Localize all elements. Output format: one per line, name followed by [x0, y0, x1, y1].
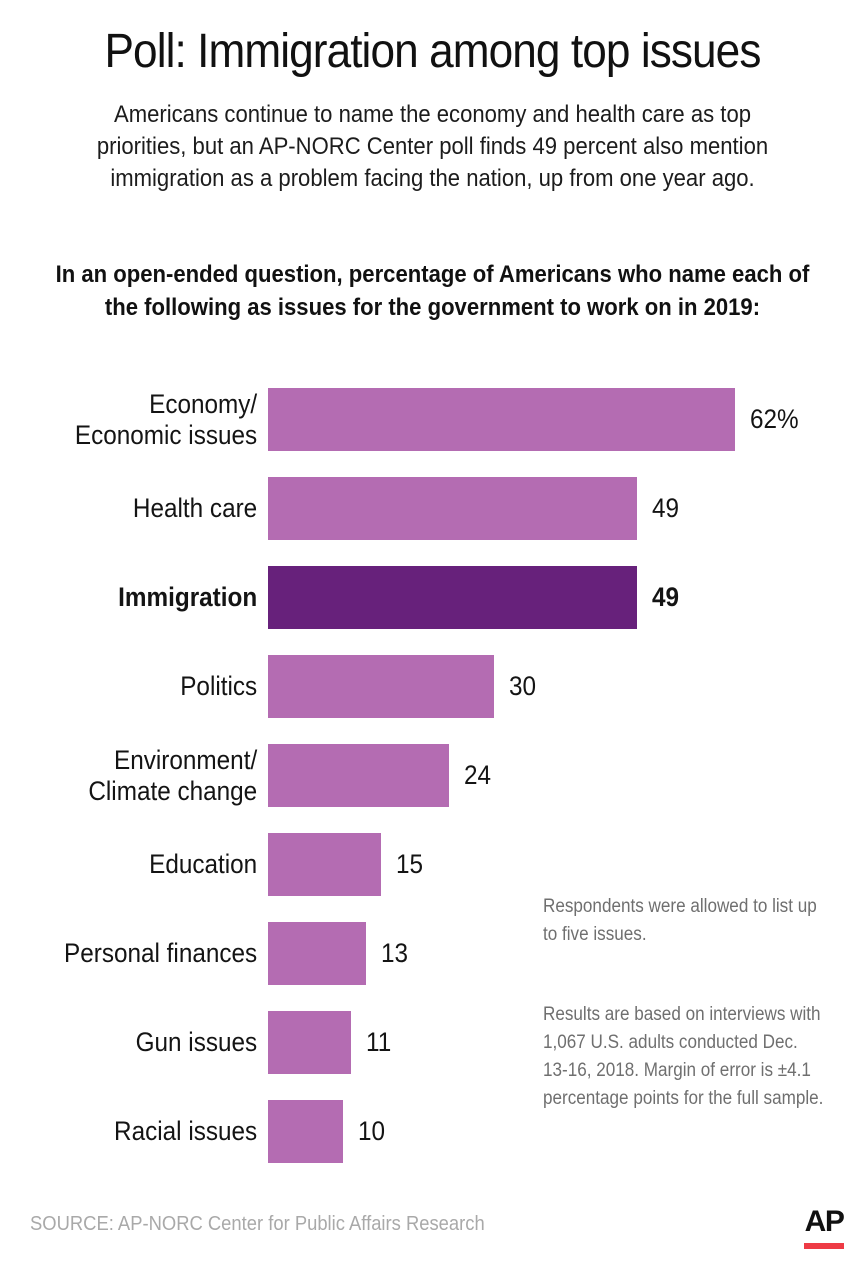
bar — [268, 833, 381, 896]
bar-value-label: 49 — [652, 493, 680, 523]
bar-value-label: 13 — [381, 938, 409, 968]
bar-category-label: Immigration — [118, 582, 258, 612]
bar-category-label: Environment/Climate change — [88, 744, 258, 806]
bar — [268, 566, 637, 629]
subtitle-line: Americans continue to name the economy a… — [113, 101, 752, 128]
bar-category-label: Health care — [132, 493, 258, 523]
bar — [268, 922, 366, 985]
ap-logo-red-bar — [804, 1243, 844, 1249]
bar-row: Personal finances 13 — [0, 922, 865, 985]
bar-value-label: 49 — [652, 582, 680, 612]
bar-chart: Economy/Economic issues 62% Health care … — [0, 388, 865, 1189]
bar-category-label: Personal finances — [64, 938, 258, 968]
bar — [268, 1011, 351, 1074]
chart-question-line: In an open-ended question, percentage of… — [55, 261, 810, 288]
bar-value-label: 30 — [509, 671, 537, 701]
bar-category-label: Education — [149, 849, 258, 879]
bar-row: Racial issues 10 — [0, 1100, 865, 1163]
chart-question-line: the following as issues for the governme… — [104, 294, 761, 321]
page-title: Poll: Immigration among top issues — [104, 25, 762, 78]
bar-row: Economy/Economic issues 62% — [0, 388, 865, 451]
bar-category-label: Economy/Economic issues — [74, 388, 258, 450]
note-methodology: Results are based on interviews with 1,06… — [543, 1004, 824, 1109]
bar-value-label: 24 — [464, 760, 492, 790]
bar — [268, 655, 494, 718]
ap-logo: AP — [803, 1206, 845, 1249]
bar-value-label: 62% — [750, 404, 799, 434]
bar-value-label: 11 — [366, 1027, 392, 1057]
chart-question-heading: In an open-ended question, percentage of… — [35, 258, 831, 324]
bar-row: Health care 49 — [0, 477, 865, 540]
subtitle-line: priorities, but an AP-NORC Center poll f… — [96, 133, 769, 160]
bar-row: Environment/Climate change 24 — [0, 744, 865, 807]
bar-row: Politics 30 — [0, 655, 865, 718]
bar — [268, 1100, 343, 1163]
bar-value-label: 10 — [358, 1116, 386, 1146]
bar-row: Gun issues 11 — [0, 1011, 865, 1074]
bar-row: Immigration 49 — [0, 566, 865, 629]
source-credit: SOURCE: AP-NORC Center for Public Affair… — [30, 1213, 485, 1235]
bar-row: Education 15 — [0, 833, 865, 896]
subtitle: Americans continue to name the economy a… — [35, 99, 831, 195]
bar-category-label: Racial issues — [114, 1116, 258, 1146]
bar-category-label: Politics — [180, 671, 258, 701]
bar — [268, 477, 637, 540]
bar — [268, 744, 449, 807]
note-respondents: Respondents were allowed to list up to fi… — [543, 896, 817, 945]
bar-category-label: Gun issues — [135, 1027, 258, 1057]
subtitle-line: immigration as a problem facing the nati… — [110, 165, 755, 192]
bar — [268, 388, 735, 451]
ap-logo-text: AP — [804, 1205, 845, 1238]
bar-value-label: 15 — [396, 849, 424, 879]
